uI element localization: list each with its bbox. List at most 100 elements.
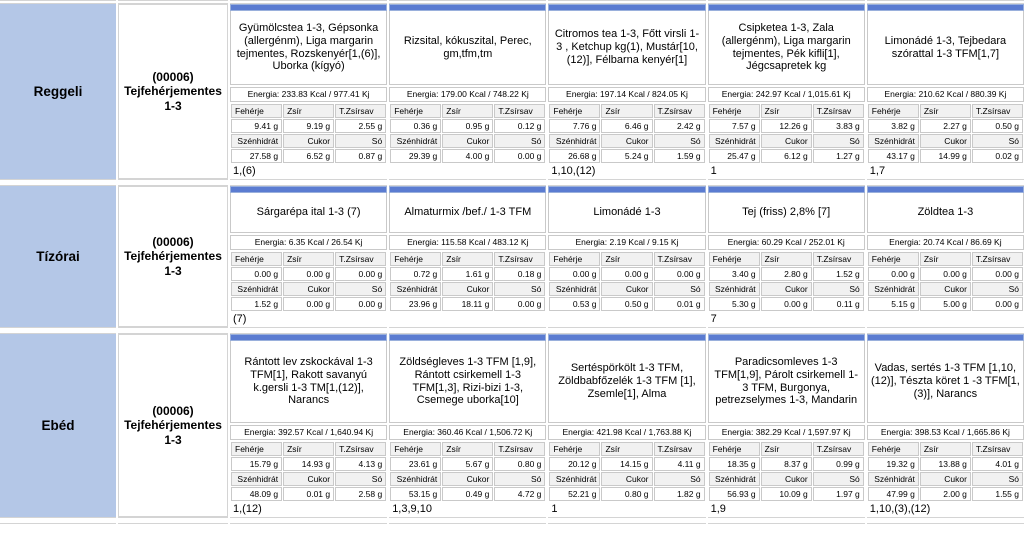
meal-row: Tízórai (00006) Tejfehérjementes 1-3 Sár… (0, 186, 1024, 327)
energia-line: Energia: 398.53 Kcal / 1,665.86 Kj (866, 425, 1024, 440)
nutrient-table: Fehérje Zsír T.Zsírsav 7.57 g 12.26 g 3.… (708, 103, 865, 164)
accent-bar (707, 334, 865, 341)
nutrient-label-so: Só (812, 134, 864, 148)
allergen-footer: 1,3,9,10 (392, 503, 432, 515)
nutrient-value-tzsirsav: 2.42 g (653, 119, 705, 133)
food-cell: Zöldségleves 1-3 TFM [1,9], Rántott csir… (389, 334, 547, 517)
nutrient-label-zsir: Zsír (283, 442, 335, 456)
food-name: Csipketea 1-3, Zala (allergénm), Liga ma… (721, 21, 851, 73)
nutrient-value-so: 0.87 g (335, 149, 387, 163)
nutrient-value-so: 2.58 g (335, 487, 387, 501)
nutrient-label-feherje: Fehérje (390, 442, 442, 456)
food-cell: Tej (friss) 2,8% [7] Energia: 60.29 Kcal… (707, 186, 865, 327)
food-name-box: Sárgarépa ital 1-3 (7) (230, 193, 388, 233)
nutrient-label-tzsirsav: T.Zsírsav (335, 252, 387, 266)
nutrient-label-szenhidrat: Szénhidrát (867, 134, 919, 148)
nutrient-table: Fehérje Zsír T.Zsírsav 0.00 g 0.00 g 0.0… (230, 251, 387, 312)
food-name-box: Rántott lev zskockával 1-3 TFM[1], Rakot… (230, 341, 388, 423)
nutrient-value-so: 0.00 g (494, 149, 546, 163)
nutrient-label-zsir: Zsír (760, 252, 812, 266)
separator-cell (118, 0, 228, 4)
nutrient-table: Fehérje Zsír T.Zsírsav 0.00 g 0.00 g 0.0… (548, 251, 705, 312)
separator-cell (548, 0, 706, 4)
nutrient-value-tzsirsav: 0.80 g (494, 457, 546, 471)
nutrient-label-so: Só (971, 134, 1023, 148)
nutrient-table: Fehérje Zsír T.Zsírsav 3.40 g 2.80 g 1.5… (708, 251, 865, 312)
nutrient-value-cukor: 0.50 g (601, 297, 653, 311)
separator-cell (707, 179, 865, 186)
nutrient-table: Fehérje Zsír T.Zsírsav 20.12 g 14.15 g 4… (548, 441, 705, 502)
nutrient-label-szenhidrat: Szénhidrát (390, 134, 442, 148)
nutrient-value-tzsirsav: 0.99 g (812, 457, 864, 471)
accent-bar (230, 186, 388, 193)
nutrient-label-zsir: Zsír (919, 442, 971, 456)
row-separator (0, 0, 1024, 4)
nutrient-table: Fehérje Zsír T.Zsírsav 18.35 g 8.37 g 0.… (708, 441, 865, 502)
nutrient-label-tzsirsav: T.Zsírsav (812, 252, 864, 266)
meal-name: Reggeli (33, 84, 83, 99)
nutrient-value-szenhidrat: 56.93 g (708, 487, 760, 501)
nutrient-value-tzsirsav: 0.00 g (653, 267, 705, 281)
row-separator (0, 327, 1024, 334)
allergen-footer (548, 312, 705, 327)
nutrient-value-szenhidrat: 43.17 g (867, 149, 919, 163)
row-separator (0, 179, 1024, 186)
nutrient-label-feherje: Fehérje (708, 252, 760, 266)
nutrient-value-szenhidrat: 29.39 g (390, 149, 442, 163)
separator-cell (389, 179, 547, 186)
allergen-footer (867, 312, 1024, 327)
nutrient-label-feherje: Fehérje (549, 252, 601, 266)
meal-name: Tízórai (36, 249, 80, 264)
energia-line: Energia: 233.83 Kcal / 977.41 Kj (230, 87, 388, 102)
allergen-footer: 1,(6) (233, 165, 256, 177)
nutrient-label-zsir: Zsír (601, 104, 653, 118)
meal-name-cell: Reggeli (0, 4, 116, 179)
nutrient-value-szenhidrat: 53.15 g (390, 487, 442, 501)
nutrient-value-zsir: 9.19 g (283, 119, 335, 133)
nutrient-value-tzsirsav: 0.00 g (971, 267, 1023, 281)
nutrient-value-feherje: 0.72 g (390, 267, 442, 281)
nutrient-label-so: Só (335, 134, 387, 148)
nutrient-label-szenhidrat: Szénhidrát (231, 134, 283, 148)
food-name-box: Limonádé 1-3, Tejbedara szórattal 1-3 TF… (866, 11, 1024, 85)
nutrient-value-tzsirsav: 4.01 g (971, 457, 1023, 471)
nutrient-value-szenhidrat: 1.52 g (231, 297, 283, 311)
accent-bar (548, 334, 706, 341)
nutrient-value-zsir: 13.88 g (919, 457, 971, 471)
meal-row: Reggeli (00006) Tejfehérjementes 1-3 Gyü… (0, 4, 1024, 179)
accent-bar (230, 334, 388, 341)
nutrient-label-cukor: Cukor (760, 134, 812, 148)
food-cell: Citromos tea 1-3, Főtt virsli 1-3 , Ketc… (548, 4, 706, 179)
nutrient-value-zsir: 1.61 g (442, 267, 494, 281)
nutrient-value-tzsirsav: 0.50 g (971, 119, 1023, 133)
food-cell: Sertéspörkölt 1-3 TFM, Zöldbabfőzelék 1-… (548, 334, 706, 517)
row-separator (0, 517, 1024, 524)
nutrient-value-feherje: 19.32 g (867, 457, 919, 471)
accent-bar (548, 186, 706, 193)
program-cell: (00006) Tejfehérjementes 1-3 (118, 186, 228, 327)
nutrient-label-so: Só (494, 472, 546, 486)
nutrient-label-szenhidrat: Szénhidrát (708, 472, 760, 486)
food-name-box: Citromos tea 1-3, Főtt virsli 1-3 , Ketc… (548, 11, 706, 85)
food-name-box: Csipketea 1-3, Zala (allergénm), Liga ma… (707, 11, 865, 85)
nutrient-value-feherje: 0.00 g (867, 267, 919, 281)
separator-cell (0, 327, 116, 334)
nutrient-label-feherje: Fehérje (231, 104, 283, 118)
nutrient-value-szenhidrat: 52.21 g (549, 487, 601, 501)
nutrient-label-zsir: Zsír (442, 442, 494, 456)
nutrient-value-cukor: 10.09 g (760, 487, 812, 501)
nutrient-value-szenhidrat: 26.68 g (549, 149, 601, 163)
food-cell: Almaturmix /bef./ 1-3 TFM Energia: 115.5… (389, 186, 547, 327)
separator-cell (707, 0, 865, 4)
nutrient-value-tzsirsav: 1.52 g (812, 267, 864, 281)
food-cell: Limonádé 1-3 Energia: 2.19 Kcal / 9.15 K… (548, 186, 706, 327)
nutrient-value-so: 1.27 g (812, 149, 864, 163)
nutrient-value-feherje: 18.35 g (708, 457, 760, 471)
nutrient-label-so: Só (653, 134, 705, 148)
nutrient-value-szenhidrat: 23.96 g (390, 297, 442, 311)
nutrient-value-feherje: 0.00 g (549, 267, 601, 281)
nutrient-label-szenhidrat: Szénhidrát (708, 134, 760, 148)
allergen-footer: 1,(12) (233, 503, 262, 515)
nutrient-label-szenhidrat: Szénhidrát (231, 472, 283, 486)
